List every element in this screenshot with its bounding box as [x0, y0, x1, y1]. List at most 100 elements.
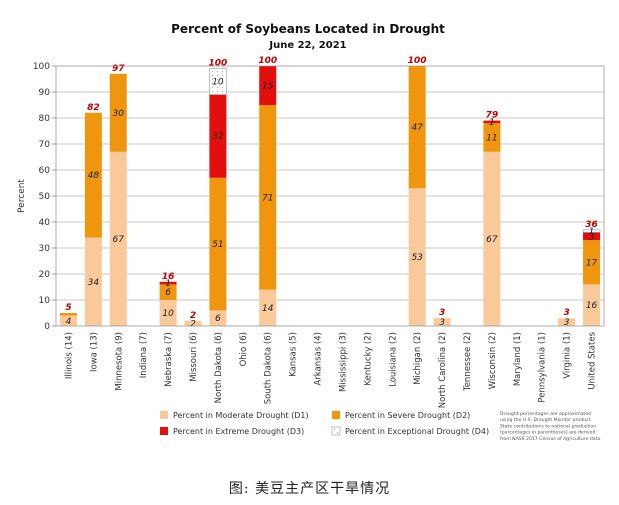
segment-label: 53 [411, 253, 423, 263]
y-tick-label: 40 [39, 218, 51, 228]
bar-segment [259, 66, 277, 105]
legend: Percent in Moderate Drought (D1) Percent … [160, 411, 489, 436]
bar-segment [59, 313, 77, 316]
bar-segment [408, 66, 426, 189]
y-axis-label: Percent [17, 179, 27, 213]
y-tick-label: 10 [39, 296, 51, 306]
bar-segment [84, 112, 102, 238]
texture-dot [221, 83, 223, 85]
bar-segment [583, 284, 601, 326]
x-tick-label: Kentucky (2) [363, 332, 373, 386]
segment-label: 47 [411, 123, 423, 133]
x-tick-label: Michigan (2) [413, 332, 423, 385]
chart-subtitle: June 22, 2021 [268, 40, 346, 51]
bar-segment [159, 281, 177, 285]
texture-dot [216, 91, 218, 93]
bar-segment [558, 318, 576, 326]
texture-dot [216, 83, 218, 85]
x-tick-label: Illinois (14) [64, 332, 74, 379]
legend-label: Percent in Extreme Drought (D3) [173, 427, 304, 436]
legend-label: Percent in Moderate Drought (D1) [173, 411, 309, 420]
x-tick-label: United States [588, 331, 598, 389]
note-line: from NASS 2017 Census of Agriculture dat… [500, 436, 602, 442]
axes: 0 10 20 30 40 50 60 70 80 90 100 Illinois (14) Iowa … [33, 62, 605, 408]
y-tick-label: 20 [39, 270, 51, 280]
x-tick-label: Minnesota (9) [114, 332, 124, 391]
bar-segment [483, 120, 501, 124]
bar-segment [109, 73, 127, 152]
segment-label: 11 [486, 134, 497, 144]
x-tick-label: Wisconsin (2) [488, 332, 498, 389]
x-tick-label: Maryland (1) [513, 332, 523, 386]
bar-segment [159, 284, 177, 300]
segment-label: 34 [88, 278, 100, 288]
bar-segment [209, 94, 227, 178]
bar-segment [433, 318, 451, 326]
segment-label: 3 [564, 318, 570, 328]
legend-label: Percent in Severe Drought (D2) [345, 411, 470, 420]
x-tick-label: Nebraska (7) [164, 332, 174, 387]
x-tick-label: Pennsylvania (1) [538, 332, 548, 403]
texture-dot [211, 91, 213, 93]
y-tick-label: 0 [44, 322, 50, 332]
texture-dot [211, 87, 213, 89]
x-tick-label: South Dakota (6) [264, 332, 274, 404]
bar-segment [209, 177, 227, 311]
segment-label: 2 [190, 319, 196, 329]
texture-dot [211, 71, 213, 73]
total-label: 36 [585, 220, 598, 230]
segment-label: 10 [162, 309, 174, 319]
segment-label: 51 [212, 240, 223, 250]
y-tick-label: 80 [39, 114, 51, 124]
total-label: 100 [408, 56, 427, 66]
total-label: 2 [190, 311, 196, 321]
bar-segment [582, 229, 601, 233]
bar-segment [583, 240, 601, 285]
x-tick-label: Iowa (13) [89, 332, 99, 372]
segment-label: 16 [586, 301, 598, 311]
texture-dot [211, 75, 213, 77]
texture-dot [211, 79, 213, 81]
bar-segment [159, 300, 177, 326]
source-note: Drought percentages are approximatedusin… [500, 411, 602, 442]
x-tick-label: Ohio (6) [239, 332, 249, 366]
x-tick-label: Mississippi (3) [338, 332, 348, 392]
x-tick-label: Virginia (1) [563, 332, 573, 379]
bar-segment [184, 320, 202, 326]
texture-dot [216, 71, 218, 73]
texture-dot [221, 71, 223, 73]
segment-label: 3 [439, 318, 445, 328]
chart-title: Percent of Soybeans Located in Drought [171, 22, 445, 36]
y-tick-label: 30 [39, 244, 51, 254]
gridlines [56, 91, 604, 301]
bar-segment [209, 68, 227, 95]
segment-label: 1 [489, 118, 495, 128]
x-tick-label: Louisiana (2) [388, 332, 398, 387]
bar-segment [84, 237, 102, 326]
bar-segment [109, 151, 127, 326]
bar-segment [483, 151, 501, 326]
bars [59, 66, 601, 326]
note-line: State contributions to national producti… [500, 423, 596, 429]
segment-label: 6 [215, 314, 221, 324]
x-tick-label: North Carolina (2) [438, 332, 448, 408]
total-label: 82 [87, 103, 100, 113]
bar-segment [259, 289, 277, 326]
x-tick-label: Kansas (5) [289, 332, 299, 377]
y-tick-label: 100 [33, 62, 50, 72]
bar-segment [259, 105, 277, 290]
texture-dot [334, 429, 335, 430]
segment-label: 15 [262, 82, 274, 92]
segment-label: 67 [113, 235, 125, 245]
y-tick-label: 50 [39, 192, 51, 202]
total-label: 97 [112, 64, 125, 74]
bar-segment [583, 232, 601, 241]
segment-label: 1 [589, 227, 595, 237]
texture-dot [221, 91, 223, 93]
texture-dot [216, 87, 218, 89]
segment-label: 6 [165, 288, 171, 298]
texture-dot [221, 79, 223, 81]
legend-swatch [160, 411, 168, 419]
figure-caption: 图: 美豆主产区干旱情况 [228, 481, 391, 497]
segment-label: 30 [113, 109, 125, 119]
